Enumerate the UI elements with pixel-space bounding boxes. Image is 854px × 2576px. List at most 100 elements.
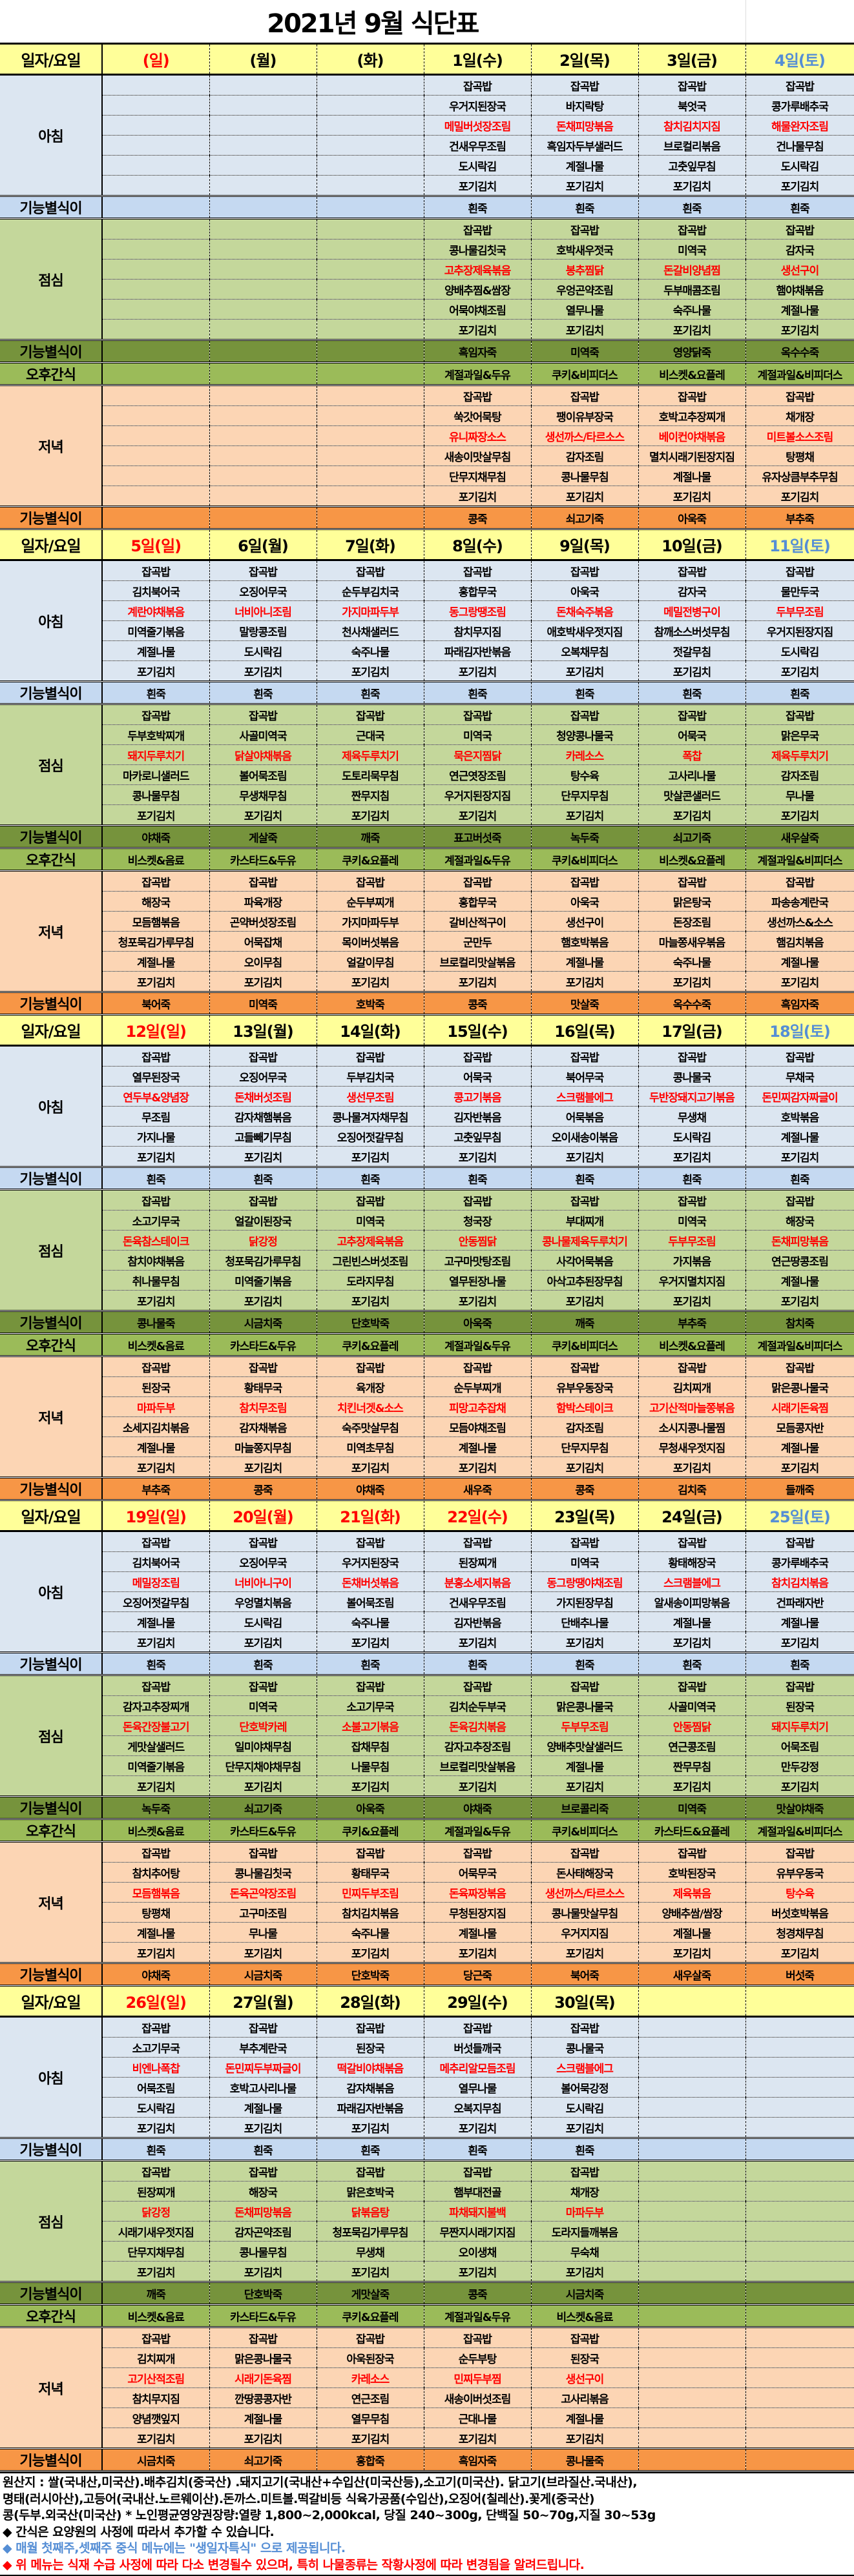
lunch-label: 점심 bbox=[0, 1675, 103, 1797]
menu-item: 햄호박볶음 bbox=[530, 931, 639, 952]
menu-item: 천사채샐러드 bbox=[316, 620, 424, 641]
menu-item: 잡곡밥 bbox=[530, 2160, 639, 2182]
menu-item: 유니짜장소스 bbox=[423, 425, 532, 446]
breakfast-label: 아침 bbox=[0, 74, 103, 196]
menu-item: 계절나물 bbox=[745, 1611, 854, 1632]
menu-item bbox=[316, 155, 424, 176]
menu-item: 숙주나물 bbox=[316, 1611, 424, 1632]
lunch-menu-row: 감자고추장찌개 미역국 소고기무국 김치순두부국 맑은콩나물국 사골미역국 된장국 bbox=[0, 1695, 854, 1716]
menu-item: 감자고추장조림 bbox=[423, 1735, 532, 1756]
menu-item: 우거지된장지짐 bbox=[423, 784, 532, 805]
porridge-item: 흰죽 bbox=[638, 680, 746, 705]
porridge-item: 쇠고기죽 bbox=[530, 506, 639, 530]
menu-item: 잡곡밥 bbox=[101, 870, 210, 892]
breakfast-menu-row: 도시락김 계절나물 파래김자반볶음 오복지무침 도시락김 bbox=[0, 2097, 854, 2118]
menu-item bbox=[316, 385, 424, 406]
dinner-menu-row: 새송이맛살무침 감자조림 멸치시래기된장지짐 탕평채 bbox=[0, 445, 854, 466]
menu-item: 어묵조림 bbox=[101, 2077, 210, 2098]
menu-item: 감자고추장찌개 bbox=[101, 1695, 210, 1716]
snack-item bbox=[209, 362, 317, 386]
menu-item: 오이생채 bbox=[423, 2241, 532, 2262]
menu-item: 포기김치 bbox=[745, 804, 854, 826]
porridge-item: 미역죽 bbox=[638, 1795, 746, 1820]
menu-item: 청국장 bbox=[423, 1210, 532, 1231]
menu-item: 콩나물무침 bbox=[209, 2241, 317, 2262]
menu-item: 건새우무조림 bbox=[423, 135, 532, 156]
menu-item: 계절나물 bbox=[638, 1611, 746, 1632]
day-header: 10일(금) bbox=[638, 528, 746, 561]
menu-item: 돈육간장불고기 bbox=[101, 1715, 210, 1736]
menu-item: 브로컬리맛살볶음 bbox=[423, 951, 532, 972]
menu-item: 잡곡밥 bbox=[316, 560, 424, 581]
menu-item: 양배추찜&쌈장 bbox=[423, 279, 532, 300]
menu-item: 미역국 bbox=[638, 239, 746, 260]
porridge-item: 단호박죽 bbox=[316, 1310, 424, 1334]
menu-item: 미역초무침 bbox=[316, 1436, 424, 1457]
menu-item: 두부호박찌개 bbox=[101, 724, 210, 745]
menu-item: 닭볶음탕 bbox=[316, 2201, 424, 2222]
day-header: 28일(화) bbox=[316, 1985, 424, 2018]
menu-item bbox=[316, 95, 424, 116]
breakfast-label: 아침 bbox=[0, 1531, 103, 1653]
day-header: 24일(금) bbox=[638, 1499, 746, 1532]
menu-item: 감자조림 bbox=[530, 445, 639, 466]
menu-item bbox=[316, 218, 424, 240]
menu-item: 계절나물 bbox=[530, 155, 639, 176]
menu-item: 잡곡밥 bbox=[530, 704, 639, 725]
menu-item: 알새송이피망볶음 bbox=[638, 1591, 746, 1612]
menu-item: 포기김치 bbox=[745, 1942, 854, 1963]
menu-item: 참치무조림 bbox=[209, 1396, 317, 1417]
menu-item: 도시락김 bbox=[530, 2097, 639, 2118]
menu-item: 고사리볶음 bbox=[530, 2387, 639, 2408]
menu-item: 도시락김 bbox=[638, 1126, 746, 1147]
week-header-row: 일자/요일 (일) (월) (화) 1일(수) 2일(목) 3일(금) 4일(토) bbox=[0, 43, 854, 76]
menu-item: 감자국 bbox=[745, 239, 854, 260]
breakfast-menu-row: 포기김치 포기김치 포기김치 포기김치 포기김치 bbox=[0, 2117, 854, 2138]
menu-item: 포기김치 bbox=[530, 2261, 639, 2282]
snack-item: 비스켓&음료 bbox=[101, 2304, 210, 2328]
menu-item: 가지된장무침 bbox=[530, 1591, 639, 1612]
porridge-item: 흰죽 bbox=[316, 1166, 424, 1191]
menu-item: 무숙채 bbox=[530, 2241, 639, 2262]
title-blank-cell bbox=[745, 0, 854, 44]
menu-item: 포기김치 bbox=[423, 660, 532, 682]
menu-item: 양념깻잎지 bbox=[101, 2407, 210, 2428]
porridge-item: 시금치죽 bbox=[530, 2281, 639, 2305]
menu-item: 포기김치 bbox=[638, 319, 746, 340]
porridge-item: 야채죽 bbox=[316, 1477, 424, 1501]
menu-item bbox=[209, 385, 317, 406]
menu-item: 햄김치볶음 bbox=[745, 931, 854, 952]
menu-item: 바지락탕 bbox=[530, 95, 639, 116]
menu-item: 포기김치 bbox=[316, 1457, 424, 1478]
menu-item: 우거지지짐 bbox=[530, 1922, 639, 1943]
porridge-item: 부추죽 bbox=[745, 506, 854, 530]
menu-item: 맛살콘샐러드 bbox=[638, 784, 746, 805]
menu-item: 잡곡밥 bbox=[638, 1189, 746, 1211]
menu-item bbox=[316, 425, 424, 446]
menu-item: 사골미역국 bbox=[638, 1695, 746, 1716]
menu-item: 마파두부 bbox=[530, 2201, 639, 2222]
menu-item: 잡곡밥 bbox=[423, 560, 532, 581]
menu-item: 계절나물 bbox=[101, 1922, 210, 1943]
menu-item bbox=[209, 155, 317, 176]
menu-item: 아욱국 bbox=[530, 580, 639, 601]
menu-item: 감자국 bbox=[638, 580, 746, 601]
menu-item: 맑은탕국 bbox=[638, 891, 746, 912]
menu-item: 젓갈무침 bbox=[638, 640, 746, 661]
menu-item bbox=[745, 2387, 854, 2408]
breakfast-menu-row: 김치북어국 오징어무국 우거지된장국 된장찌개 미역국 황태해장국 콩가루배추국 bbox=[0, 1551, 854, 1572]
menu-item: 잡곡밥 bbox=[101, 2016, 210, 2038]
menu-item: 잡곡밥 bbox=[316, 1531, 424, 1552]
menu-item: 생선구이 bbox=[530, 2367, 639, 2388]
menu-item: 치킨너겟&소스 bbox=[316, 1396, 424, 1417]
breakfast-porridge-row: 기능별식이 흰죽 흰죽 흰죽 흰죽 흰죽 bbox=[0, 2137, 854, 2162]
porridge-item: 흰죽 bbox=[316, 680, 424, 705]
menu-item bbox=[101, 405, 210, 426]
porridge-item: 흰죽 bbox=[638, 1651, 746, 1676]
breakfast-porridge-row: 기능별식이 흰죽 흰죽 흰죽 흰죽 bbox=[0, 195, 854, 220]
menu-item bbox=[745, 2117, 854, 2138]
menu-item: 포기김치 bbox=[423, 1457, 532, 1478]
menu-item: 포기김치 bbox=[745, 1290, 854, 1311]
lunch-label: 점심 bbox=[0, 218, 103, 340]
porridge-label: 기능별식이 bbox=[0, 824, 103, 849]
